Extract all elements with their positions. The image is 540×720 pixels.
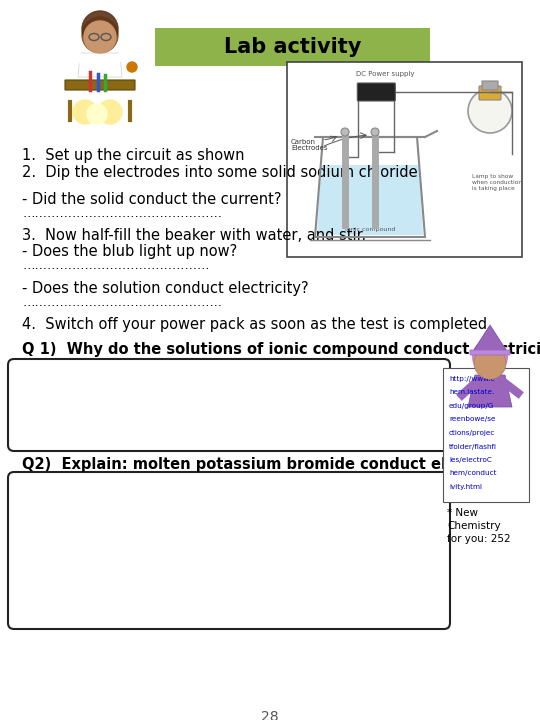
FancyBboxPatch shape [357, 83, 395, 101]
Text: 2.  Dip the electrodes into some solid sodium chloride.: 2. Dip the electrodes into some solid so… [22, 165, 422, 180]
Text: - Does the blub light up now?: - Does the blub light up now? [22, 244, 237, 259]
FancyBboxPatch shape [65, 80, 135, 90]
Circle shape [84, 21, 116, 53]
Text: http://www.c: http://www.c [449, 376, 495, 382]
Polygon shape [468, 375, 512, 407]
Text: - Does the solution conduct electricity?: - Does the solution conduct electricity? [22, 281, 309, 296]
Text: Lamp to show
when conduction
is taking place: Lamp to show when conduction is taking p… [472, 174, 522, 191]
Circle shape [98, 100, 122, 124]
Text: hem/conduct: hem/conduct [449, 470, 496, 477]
Circle shape [127, 62, 137, 72]
Circle shape [472, 339, 508, 375]
Polygon shape [78, 53, 122, 77]
Circle shape [84, 19, 116, 51]
Text: Q 1)  Why do the solutions of ionic compound conduct electricity?: Q 1) Why do the solutions of ionic compo… [22, 342, 540, 357]
Circle shape [474, 347, 506, 379]
Text: …………………………………………: ………………………………………… [22, 207, 222, 220]
Text: ctions/projec: ctions/projec [449, 430, 495, 436]
Circle shape [476, 351, 504, 379]
Circle shape [371, 128, 379, 136]
Polygon shape [317, 165, 423, 235]
Text: ivity.html: ivity.html [449, 484, 482, 490]
Circle shape [73, 100, 97, 124]
Circle shape [468, 89, 512, 133]
Text: tfolder/flashfi: tfolder/flashfi [449, 444, 497, 449]
Text: - Did the solid conduct the current?: - Did the solid conduct the current? [22, 192, 281, 207]
FancyBboxPatch shape [287, 62, 522, 257]
FancyBboxPatch shape [482, 81, 498, 90]
Text: ………………………………………: ……………………………………… [22, 259, 210, 272]
Polygon shape [472, 325, 508, 353]
Text: 1.  Set up the circuit as shown: 1. Set up the circuit as shown [22, 148, 245, 163]
Text: Carbon
Electrodes: Carbon Electrodes [291, 138, 327, 151]
Text: Q2)  Explain: molten potassium bromide conduct electricity?: Q2) Explain: molten potassium bromide co… [22, 457, 523, 472]
Circle shape [82, 11, 118, 47]
Circle shape [82, 17, 118, 53]
Text: DC Power supply: DC Power supply [356, 71, 415, 77]
Text: les/electroC: les/electroC [449, 457, 492, 463]
FancyBboxPatch shape [470, 350, 510, 355]
FancyBboxPatch shape [8, 359, 450, 451]
FancyBboxPatch shape [479, 86, 501, 100]
Text: …………………………………………: ………………………………………… [22, 296, 222, 309]
Circle shape [341, 128, 349, 136]
Text: hem.iastate.: hem.iastate. [449, 390, 494, 395]
FancyBboxPatch shape [8, 472, 450, 629]
FancyBboxPatch shape [155, 28, 430, 66]
Text: * New
Chemistry
for you: 252: * New Chemistry for you: 252 [447, 508, 511, 544]
Circle shape [87, 104, 107, 124]
Text: edu/group/G: edu/group/G [449, 403, 495, 409]
Text: 4.  Switch off your power pack as soon as the test is completed.: 4. Switch off your power pack as soon as… [22, 317, 492, 332]
Text: 3.  Now half-fill the beaker with water, and stir.: 3. Now half-fill the beaker with water, … [22, 228, 366, 243]
Text: Ionic compound: Ionic compound [345, 227, 395, 232]
Text: reenbowe/se: reenbowe/se [449, 416, 496, 423]
FancyBboxPatch shape [443, 368, 529, 502]
Text: 28: 28 [261, 710, 279, 720]
Text: Lab activity: Lab activity [224, 37, 361, 57]
